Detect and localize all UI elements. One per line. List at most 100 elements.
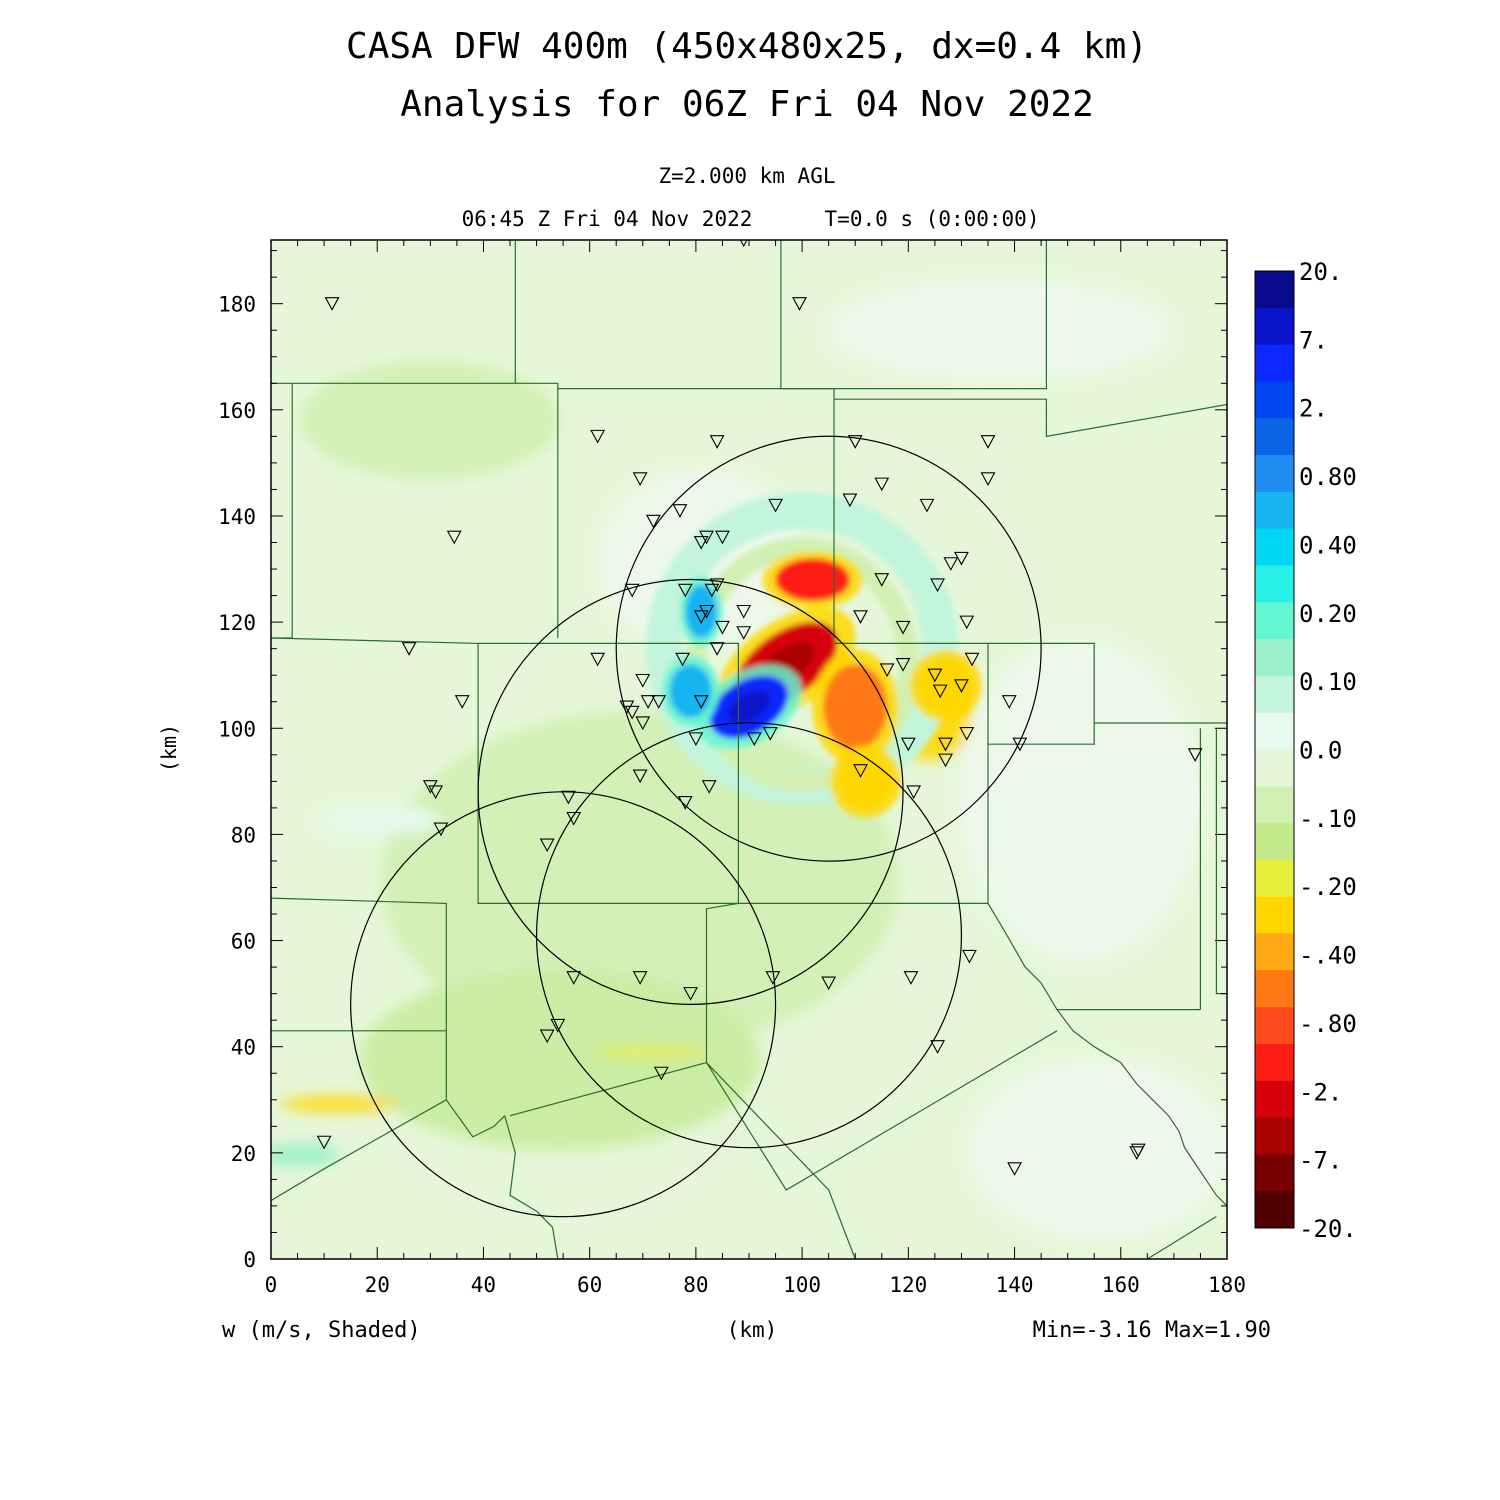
colorbar-band xyxy=(1255,1080,1294,1119)
station-marker xyxy=(959,727,975,741)
station-marker xyxy=(900,737,916,752)
county-boundary xyxy=(271,637,739,904)
chart-title: CASA DFW 400m (450x480x25, dx=0.4 km) xyxy=(346,26,1148,67)
station-marker xyxy=(961,949,977,964)
station-marker xyxy=(954,679,969,693)
station-marker xyxy=(324,297,340,311)
station-marker xyxy=(853,764,868,778)
chart-subtitle: Analysis for 06Z Fri 04 Nov 2022 xyxy=(400,84,1094,125)
station-marker xyxy=(677,796,693,810)
colorbar-label: 7. xyxy=(1299,326,1328,354)
valid-time-label: 06:45 Z Fri 04 Nov 2022 xyxy=(462,207,753,231)
station-marker xyxy=(821,976,837,991)
colorbar-label: -.10 xyxy=(1299,805,1357,833)
station-marker xyxy=(651,695,667,709)
station-marker xyxy=(980,472,996,486)
colorbar-band xyxy=(1255,455,1294,493)
station-marker xyxy=(539,1029,555,1044)
y-tick-label: 0 xyxy=(243,1248,256,1272)
x-tick-label: 0 xyxy=(265,1273,278,1297)
county-boundary xyxy=(504,1115,559,1259)
colorbar-label: -7. xyxy=(1299,1147,1342,1175)
y-tick-label: 140 xyxy=(218,505,256,529)
county-boundary xyxy=(292,382,559,638)
station-marker xyxy=(906,785,922,800)
station-marker xyxy=(560,790,576,805)
station-marker xyxy=(930,578,945,593)
texture-patch xyxy=(300,360,560,480)
station-marker xyxy=(433,822,449,837)
colorbar-band xyxy=(1255,381,1294,419)
y-tick-label: 160 xyxy=(218,399,256,423)
texture-patch xyxy=(360,970,760,1150)
station-marker xyxy=(964,652,980,667)
x-tick-label: 140 xyxy=(996,1273,1034,1297)
colorbar-band xyxy=(1255,1043,1294,1082)
colorbar-label: 0.20 xyxy=(1299,600,1357,628)
station-marker xyxy=(653,1066,669,1081)
x-axis-label: (km) xyxy=(727,1318,778,1342)
downdraft-cell xyxy=(839,754,893,808)
colorbar-band xyxy=(1255,712,1294,750)
county-boundary xyxy=(706,1062,856,1259)
colorbar-label: 2. xyxy=(1299,395,1328,423)
x-tick-label: 100 xyxy=(783,1273,821,1297)
storm-layer xyxy=(645,491,982,818)
colorbar-label: -.40 xyxy=(1299,942,1357,970)
station-marker xyxy=(566,971,582,985)
radar-range-ring xyxy=(615,435,1042,862)
colorbar-band xyxy=(1255,1191,1294,1229)
station-marker xyxy=(677,583,693,598)
station-marker xyxy=(954,551,969,566)
station-marker xyxy=(422,780,438,794)
y-tick-label: 100 xyxy=(218,717,256,741)
county-boundary xyxy=(987,903,1227,1207)
station-marker xyxy=(768,498,783,513)
station-marker xyxy=(792,297,807,311)
station-marker xyxy=(550,1018,566,1033)
variable-label: w (m/s, Shaded) xyxy=(222,1318,421,1343)
station-marker xyxy=(879,663,895,678)
station-marker xyxy=(762,727,778,741)
downdraft-cell xyxy=(823,664,888,750)
boundary-layer xyxy=(271,240,1227,1259)
county-boundary xyxy=(557,388,835,638)
station-marker xyxy=(704,583,720,598)
station-marker xyxy=(699,530,714,545)
colorbar-label: -2. xyxy=(1299,1078,1342,1106)
station-marker xyxy=(895,620,911,635)
colorbar-label: 0.10 xyxy=(1299,668,1357,696)
station-marker xyxy=(919,498,935,513)
texture-patch xyxy=(320,806,440,834)
station-marker xyxy=(645,514,661,529)
station-marker xyxy=(619,700,635,715)
texture-patch xyxy=(970,1060,1227,1240)
station-marker xyxy=(454,695,470,709)
station-marker xyxy=(632,769,648,784)
colorbar-band xyxy=(1255,1154,1294,1192)
station-marker xyxy=(566,811,582,826)
station-marker xyxy=(736,626,752,640)
colorbar-band xyxy=(1255,418,1294,456)
station-marker xyxy=(847,435,863,449)
station-marker xyxy=(1012,737,1028,752)
station-marker xyxy=(624,705,640,720)
colorbar-band xyxy=(1255,491,1294,530)
colorbar-band xyxy=(1255,859,1294,898)
field-layer xyxy=(271,240,1227,1259)
station-marker xyxy=(932,684,948,699)
station-marker xyxy=(428,785,444,800)
station-marker xyxy=(1007,1162,1022,1176)
y-tick-label: 80 xyxy=(231,823,256,847)
x-tick-label: 120 xyxy=(889,1273,927,1297)
station-marker xyxy=(693,610,709,624)
x-tick-label: 20 xyxy=(365,1273,390,1297)
station-marker xyxy=(709,435,725,449)
y-tick-label: 120 xyxy=(218,611,256,635)
colorbar: 20. 7. 2. 0.80 0.40 0.20 0.10 0.0 -.10 -.20 -.40 -.… xyxy=(1254,258,1357,1243)
colorbar-band xyxy=(1255,528,1294,566)
station-marker xyxy=(874,573,890,587)
level-label: Z=2.000 km AGL xyxy=(658,164,835,188)
colorbar-band xyxy=(1255,1007,1294,1045)
texture-patch xyxy=(960,640,1200,960)
